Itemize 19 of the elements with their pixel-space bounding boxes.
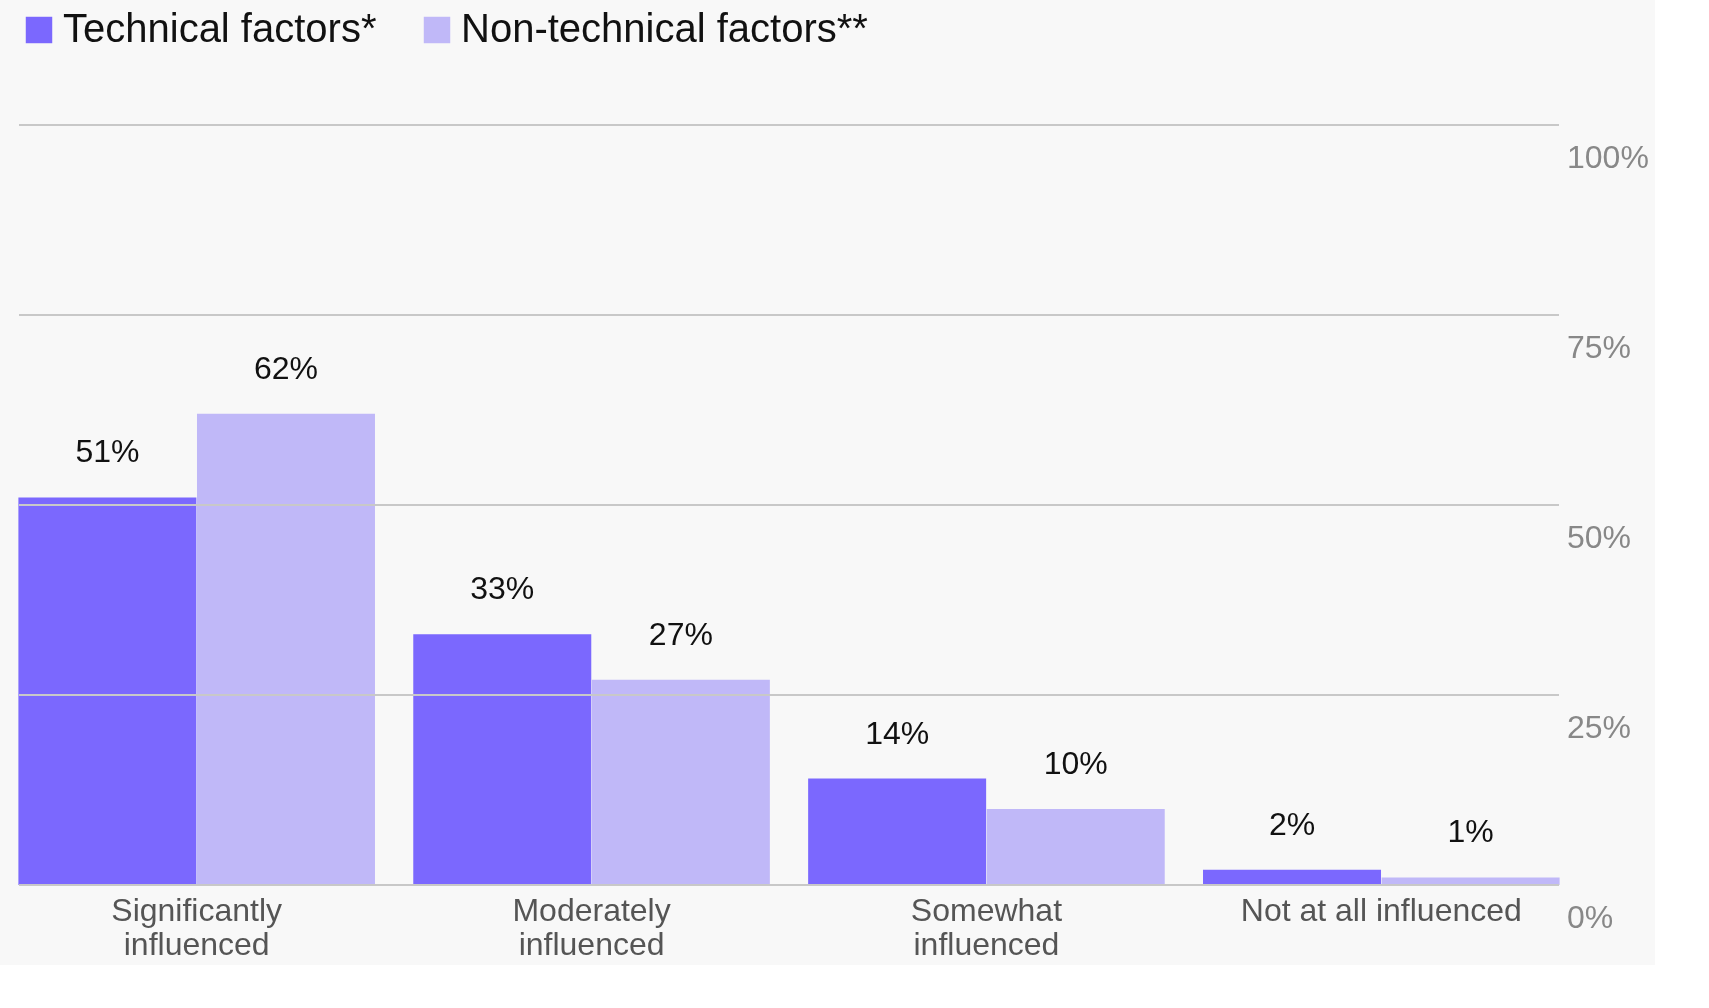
text: 33% — [470, 570, 535, 607]
text: 1% — [1447, 813, 1494, 850]
text: 2% — [1268, 805, 1316, 842]
text: 27% — [648, 615, 713, 652]
y-tick-label: 100% — [1567, 139, 1649, 175]
legend-label: Non-technical factors** — [461, 6, 868, 50]
y-tick-label: 75% — [1567, 329, 1632, 365]
text: 10% — [1043, 745, 1108, 781]
text: 14% — [865, 714, 930, 751]
text: 51% — [75, 433, 140, 470]
x-tick-label: Significantly influenced — [111, 891, 283, 962]
text: 62% — [253, 349, 319, 386]
x-tick-label: Not at all influenced — [1240, 891, 1522, 928]
x-tick-label: Moderately influenced — [512, 891, 671, 962]
y-tick-label: 0% — [1567, 899, 1614, 935]
legend-label: Technical factors* — [63, 6, 377, 50]
y-tick-label: 50% — [1567, 519, 1632, 555]
y-tick-label: 25% — [1567, 709, 1632, 745]
x-tick-label: Somewhat influenced — [910, 891, 1063, 962]
